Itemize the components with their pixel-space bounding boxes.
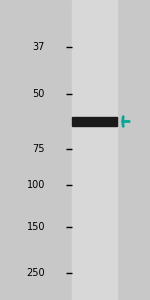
Bar xyxy=(72,117,117,126)
Text: 75: 75 xyxy=(33,143,45,154)
Text: 150: 150 xyxy=(27,221,45,232)
Bar xyxy=(72,0,117,300)
Text: 37: 37 xyxy=(33,41,45,52)
Text: 50: 50 xyxy=(33,89,45,100)
Text: 100: 100 xyxy=(27,179,45,190)
Text: 250: 250 xyxy=(26,268,45,278)
